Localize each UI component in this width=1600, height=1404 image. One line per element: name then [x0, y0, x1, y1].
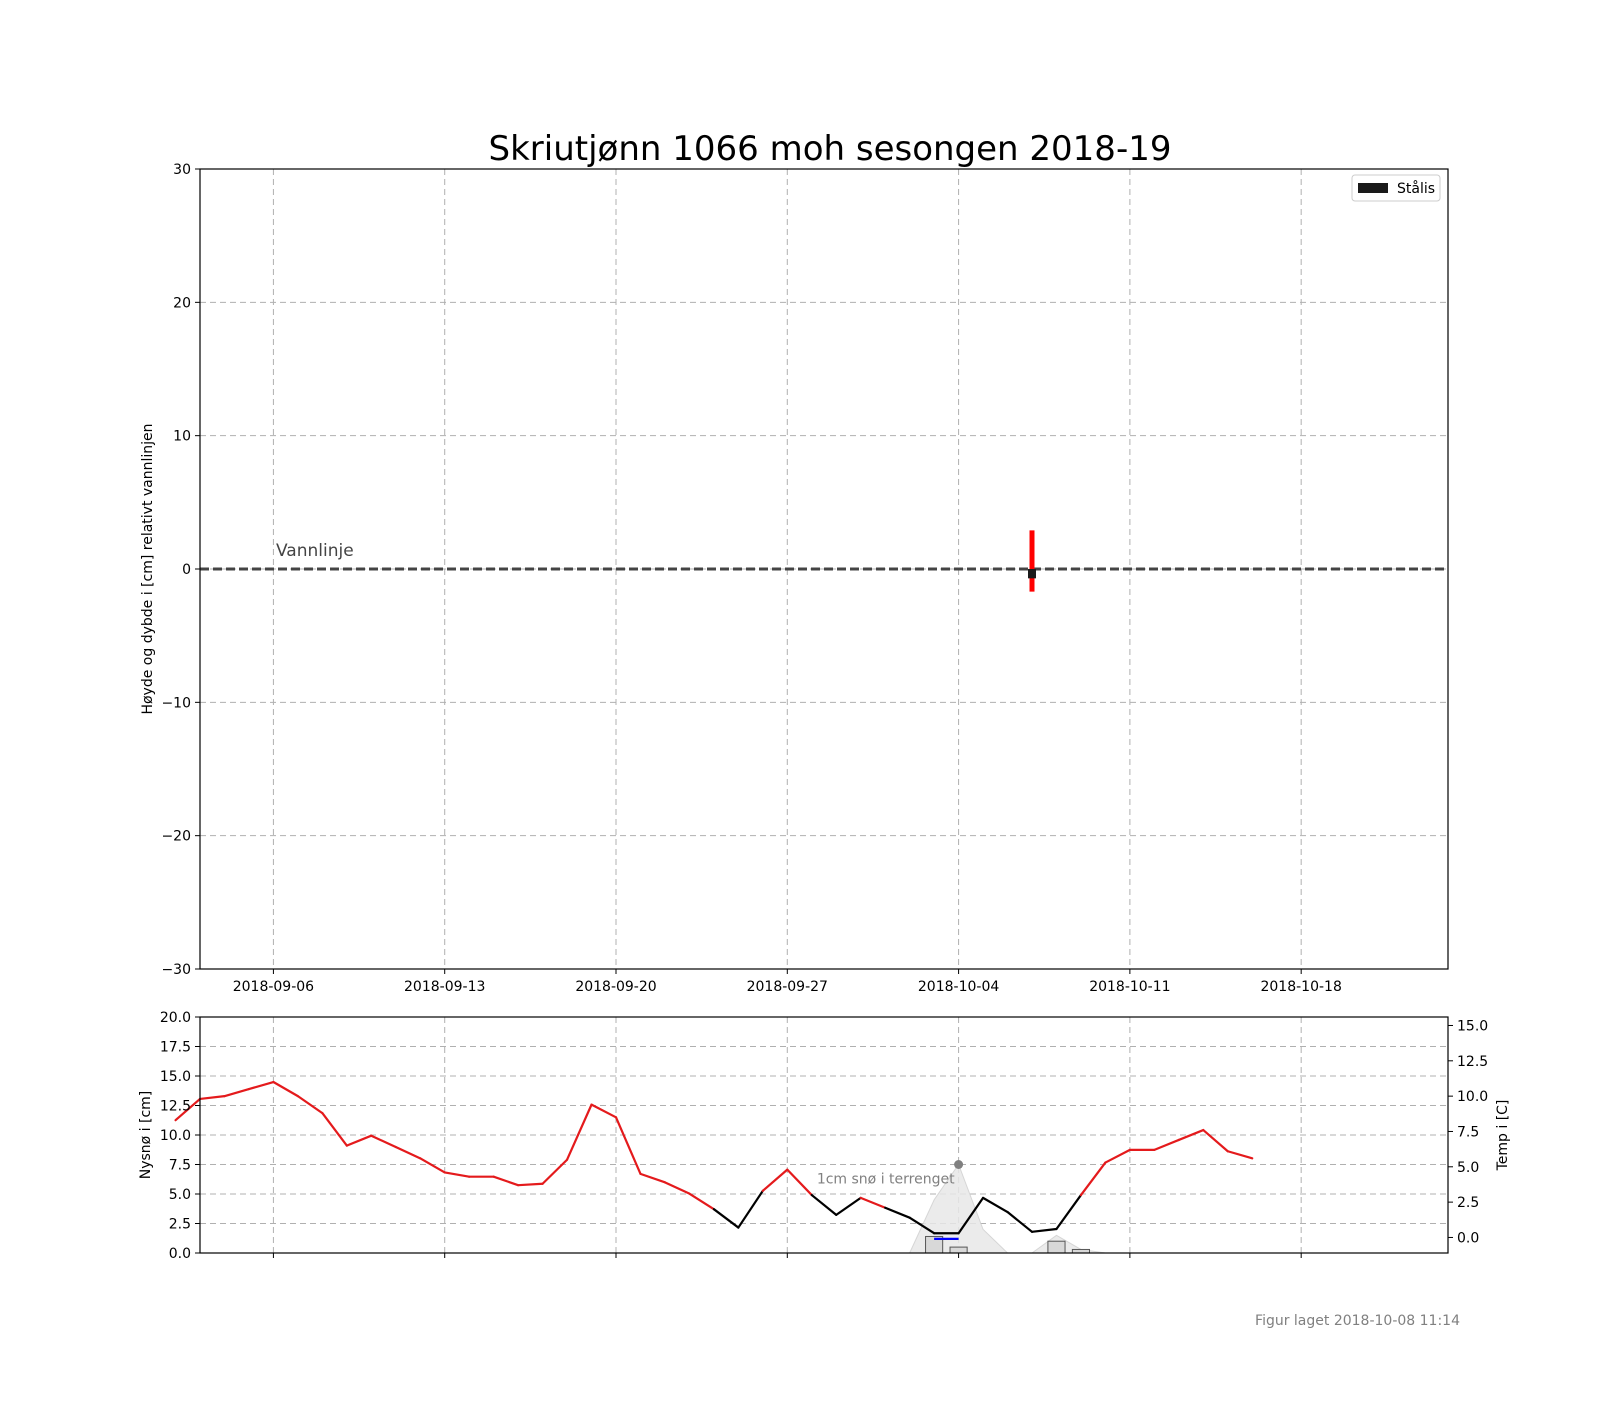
temperature-segment — [223, 1087, 251, 1098]
ice-y-tick-label: 30 — [173, 162, 191, 178]
ice-y-tick-label: −30 — [161, 962, 191, 978]
temperature-segment — [614, 1116, 642, 1175]
weather-x-ticks — [272, 1253, 1302, 1258]
temperature-segment — [981, 1196, 1009, 1214]
temp-y-tick-label: 15.0 — [1457, 1018, 1488, 1034]
temp-y-tick-label: 12.5 — [1457, 1054, 1488, 1070]
temperature-segment — [321, 1111, 348, 1147]
waterline-label: Vannlinje — [276, 541, 354, 561]
temperature-segment — [272, 1080, 299, 1098]
temperature-segment — [1226, 1150, 1254, 1160]
ice-x-tick-label: 2018-10-18 — [1260, 979, 1341, 995]
ice-x-tick-label: 2018-09-27 — [747, 979, 828, 995]
snow-bar — [949, 1246, 968, 1254]
temperature-segment — [394, 1145, 422, 1160]
legend-label-stalis: Stålis — [1397, 180, 1435, 197]
temperature-segment — [174, 1097, 202, 1122]
ice-x-tick-label: 2018-09-06 — [233, 979, 314, 995]
temp-y-tick-label: 10.0 — [1457, 1089, 1488, 1105]
legend-box — [1351, 174, 1441, 202]
snow-y-tick-label: 12.5 — [160, 1099, 191, 1115]
temperature-segment — [639, 1172, 667, 1184]
snow-annotation-label: 1cm snø i terrenget — [817, 1172, 955, 1188]
snow-y-tick-label: 7.5 — [169, 1158, 191, 1174]
temperature-segment — [419, 1157, 446, 1174]
temp-y-ticks: 0.0 2.5 5.0 7.5 10.0 12.5 15.0 — [1448, 1018, 1488, 1246]
ice-y-tick-label: 10 — [173, 429, 191, 445]
ice-y-axis-label: Høyde og dybde i [cm] relativt vannlinje… — [140, 423, 156, 714]
temp-y-axis-label: Temp i [C] — [1495, 1100, 1511, 1172]
snow-annotation-marker — [954, 1160, 964, 1169]
snow-y-tick-label: 0.0 — [169, 1246, 191, 1262]
temperature-segment — [1079, 1161, 1107, 1197]
temperature-segment — [1153, 1138, 1180, 1151]
temperature-segment — [492, 1175, 520, 1187]
ice-x-tick-label: 2018-10-04 — [918, 979, 999, 995]
temperature-segment — [198, 1095, 226, 1101]
ice-marks — [1028, 530, 1036, 592]
temperature-segment — [859, 1196, 887, 1209]
temp-y-tick-label: 7.5 — [1457, 1124, 1479, 1140]
ice-x-tick-label: 2018-09-13 — [404, 979, 485, 995]
temperature-segment — [345, 1134, 373, 1147]
ice-x-tick-label: 2018-09-20 — [575, 979, 656, 995]
temperature-line — [174, 1080, 1254, 1240]
temp-y-tick-label: 5.0 — [1457, 1160, 1479, 1176]
temperature-segment — [761, 1168, 789, 1192]
temperature-segment — [1055, 1193, 1083, 1231]
ice-y-ticks: 30 20 10 0 −10 −20 −30 — [161, 162, 200, 978]
ice-y-tick-label: 20 — [173, 295, 191, 311]
temperature-segment — [688, 1192, 715, 1211]
temp-y-tick-label: 2.5 — [1457, 1195, 1479, 1211]
temperature-segment — [908, 1216, 936, 1235]
temperature-segment — [443, 1171, 471, 1178]
ice-y-tick-label: 0 — [182, 562, 191, 578]
temperature-segment — [1202, 1128, 1229, 1153]
weather-grid — [200, 1017, 1448, 1253]
legend-swatch-stalis — [1358, 183, 1388, 193]
snow-bar — [1047, 1240, 1066, 1254]
temperature-segment — [590, 1103, 618, 1119]
snow-y-ticks: 0.0 2.5 5.0 7.5 10.0 12.5 15.0 17.5 20.0 — [160, 1010, 200, 1262]
ice-y-tick-label: −20 — [161, 829, 191, 845]
ice-x-tick-label: 2018-10-11 — [1089, 979, 1170, 995]
temperature-segment — [957, 1196, 985, 1235]
snow-y-tick-label: 5.0 — [169, 1187, 191, 1203]
ice-legend: Stålis — [1351, 174, 1441, 202]
snow-y-tick-label: 17.5 — [160, 1040, 191, 1056]
figure-title: Skriutjønn 1066 moh sesongen 2018-19 — [489, 129, 1172, 169]
temperature-segment — [247, 1080, 275, 1091]
snow-y-axis-label: Nysnø i [cm] — [138, 1091, 154, 1180]
snow-y-tick-label: 15.0 — [160, 1069, 191, 1085]
temperature-segment — [835, 1196, 862, 1216]
figure-footer: Figur laget 2018-10-08 11:14 — [1255, 1313, 1460, 1329]
temperature-segment — [1104, 1148, 1131, 1164]
temperature-segment — [1177, 1128, 1205, 1142]
temperature-segment — [517, 1182, 544, 1187]
temp-y-tick-label: 0.0 — [1457, 1230, 1479, 1246]
snow-y-tick-label: 2.5 — [169, 1217, 191, 1233]
temperature-segment — [370, 1134, 397, 1149]
temperature-segment — [296, 1095, 324, 1115]
temperature-segment — [541, 1158, 569, 1185]
snow-y-tick-label: 20.0 — [160, 1010, 191, 1026]
temperature-segment — [663, 1181, 691, 1195]
temperature-segment — [712, 1208, 740, 1229]
temperature-segment — [884, 1206, 911, 1219]
weather-panel: 1cm snø i terrenget 0.0 2.5 5.0 7.5 10.0 12.5… — [138, 1010, 1511, 1262]
temperature-segment — [565, 1103, 593, 1161]
temperature-segment — [1006, 1210, 1034, 1233]
temperature-segment — [737, 1189, 764, 1229]
stalis-bar — [1028, 569, 1036, 579]
temperature-segment — [786, 1168, 813, 1197]
temperature-segment — [1030, 1227, 1058, 1233]
ice-x-ticks: 2018-09-06 2018-09-13 2018-09-20 2018-09-27… — [233, 969, 1342, 995]
snow-y-tick-label: 10.0 — [160, 1128, 191, 1144]
temperature-segment — [810, 1193, 838, 1216]
ice-y-tick-label: −10 — [161, 695, 191, 711]
snow-annotation: 1cm snø i terrenget — [817, 1160, 964, 1188]
